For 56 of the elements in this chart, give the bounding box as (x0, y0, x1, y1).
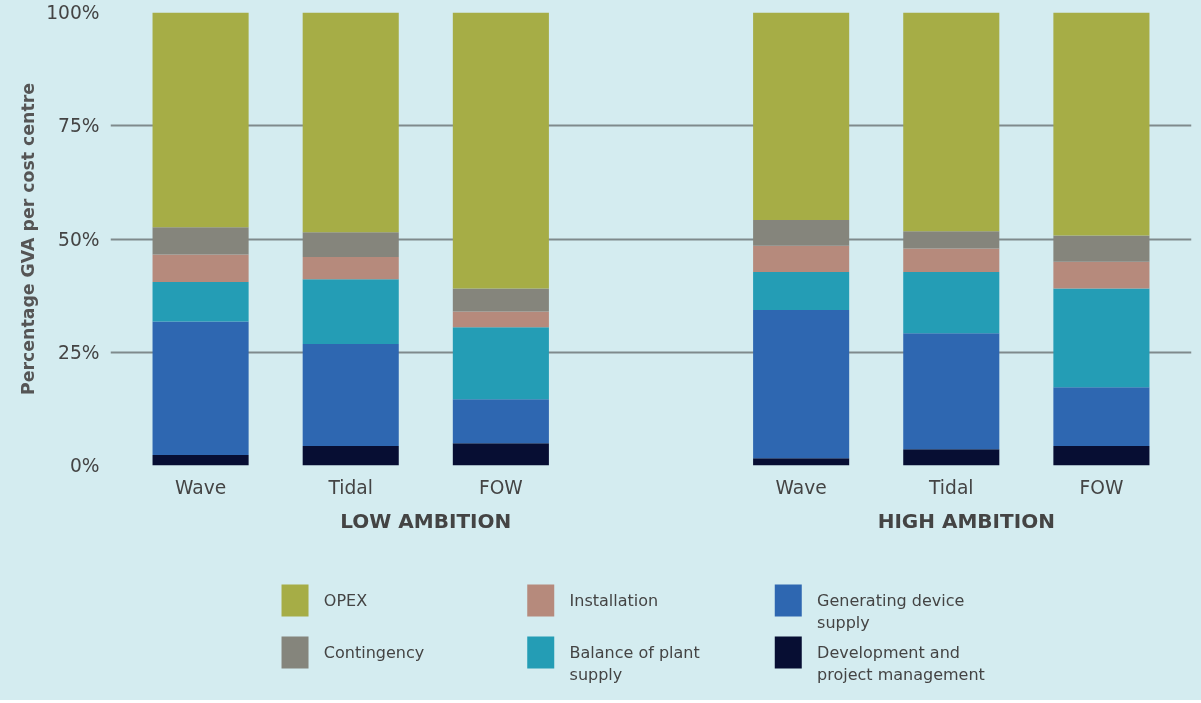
bar (753, 219, 850, 246)
bar (152, 282, 249, 322)
text: HIGH AMBITION (877, 508, 1055, 533)
text: LOW AMBITION (340, 508, 512, 533)
x-tick-label: Wave (174, 476, 227, 498)
bar (302, 257, 399, 280)
legend-label: Installation (569, 590, 659, 610)
bar (452, 311, 549, 328)
bar (152, 321, 249, 456)
legend-label: OPEX (323, 590, 368, 610)
y-axis-title: Percentage GVA per cost centre (18, 83, 39, 395)
bar (753, 245, 850, 273)
bar (302, 232, 399, 258)
x-tick-label: FOW (478, 476, 523, 498)
y-tick-label: 25% (58, 341, 100, 363)
y-tick-label: 0% (69, 455, 100, 476)
bar (903, 231, 1000, 249)
bar (452, 327, 549, 400)
bar (753, 458, 850, 466)
x-tick-label: Tidal (928, 476, 974, 498)
bar (903, 248, 1000, 273)
bar (753, 12, 850, 220)
bar (753, 310, 850, 459)
bar (753, 272, 850, 311)
bar (452, 443, 549, 466)
legend-label: Balance of plant supply (569, 642, 700, 685)
bar (903, 272, 1000, 334)
bar (1053, 446, 1150, 466)
bar (152, 227, 249, 255)
bar (302, 344, 399, 447)
bar (1053, 235, 1150, 262)
y-tick-label: 100% (46, 2, 100, 23)
legend-label: Development and project management (817, 642, 985, 685)
x-tick-label: FOW (1079, 476, 1124, 498)
bar (1053, 387, 1150, 447)
bar (152, 12, 249, 228)
bar (1053, 261, 1150, 289)
bar (302, 12, 399, 233)
bar (452, 399, 549, 444)
bar (452, 288, 549, 312)
bar (903, 449, 1000, 466)
bar (302, 279, 399, 345)
bar (903, 12, 1000, 232)
bar (302, 446, 399, 466)
legend-label: Contingency (323, 642, 425, 662)
bar (1053, 12, 1150, 236)
bar (903, 333, 1000, 450)
y-tick-label: 50% (58, 228, 100, 250)
x-tick-label: Wave (775, 476, 827, 498)
legend-label: Generating device supply (817, 590, 965, 633)
bar (452, 12, 549, 289)
bar (152, 254, 249, 283)
x-tick-label: Tidal (327, 476, 373, 498)
bar (1053, 288, 1150, 388)
bar (152, 455, 249, 466)
y-tick-label: 75% (58, 115, 100, 137)
